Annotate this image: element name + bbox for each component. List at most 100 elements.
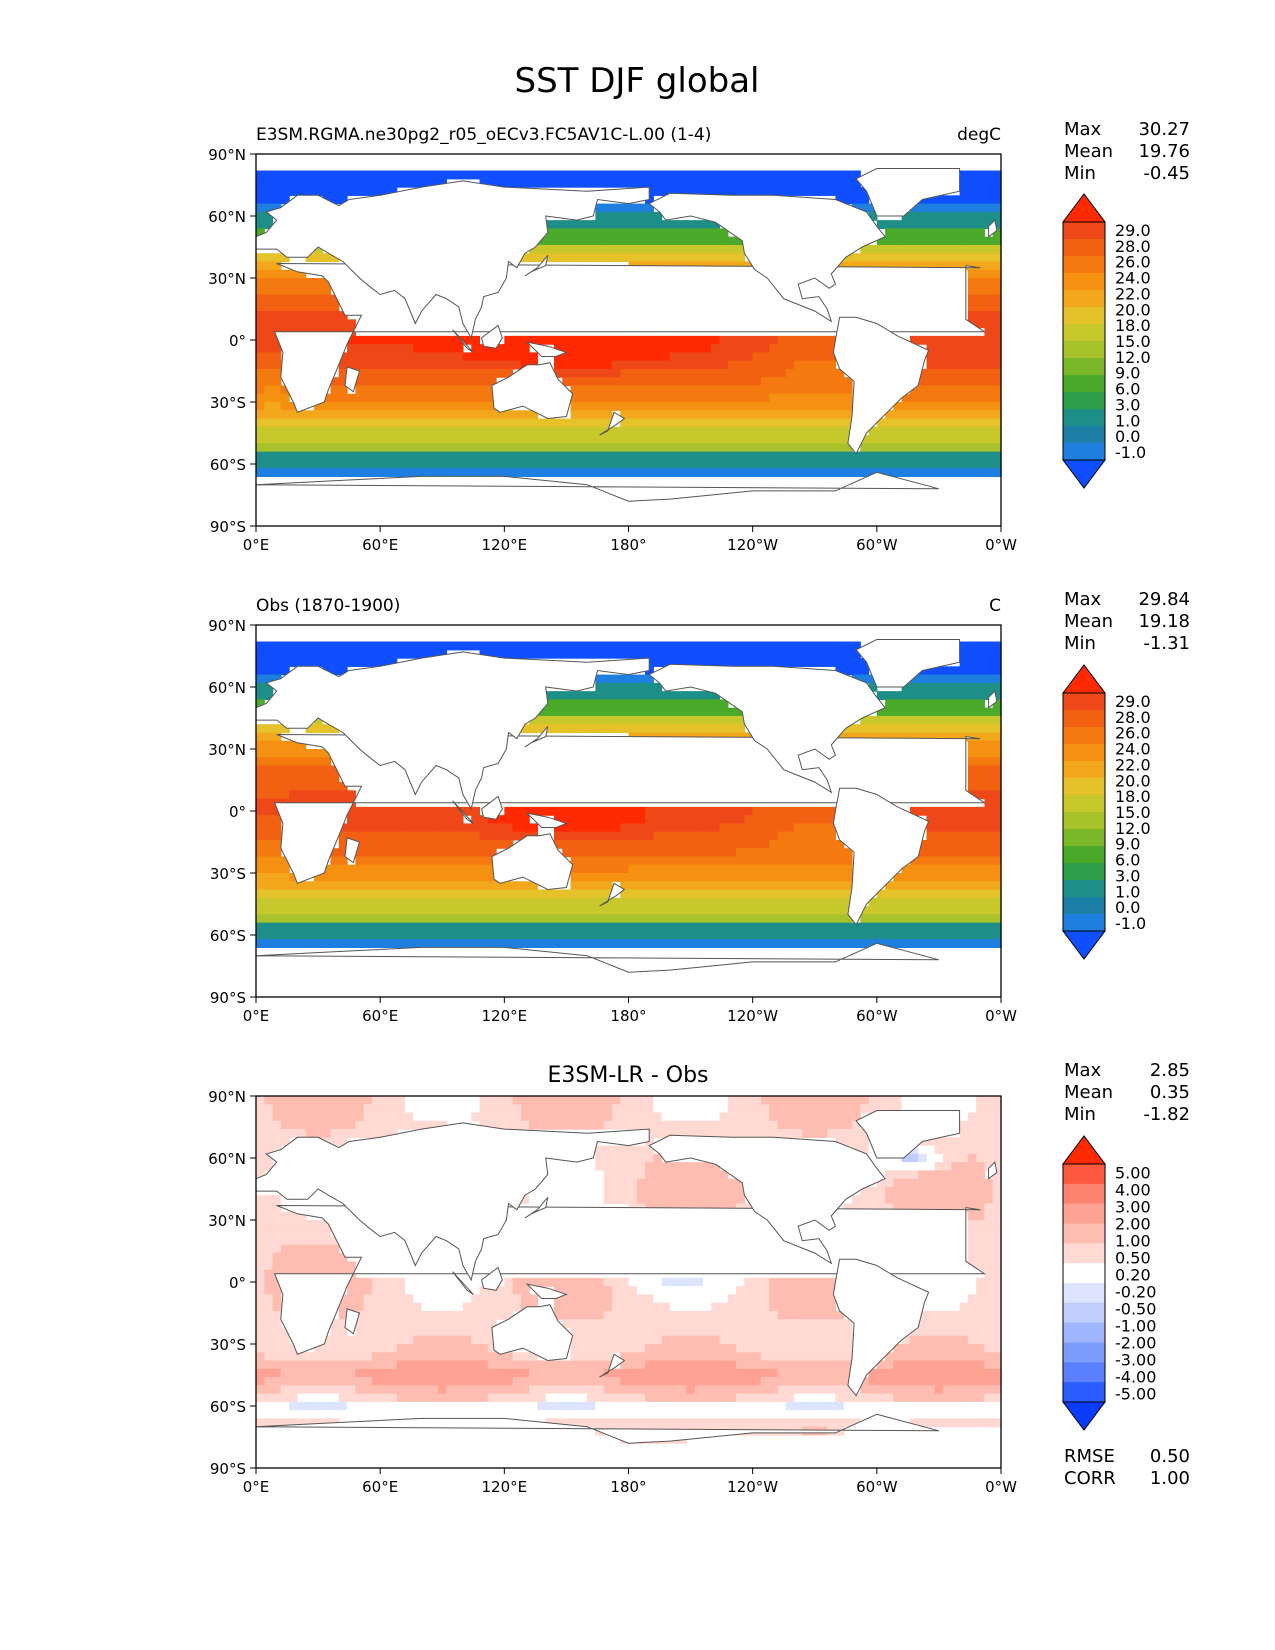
field-cell: [603, 402, 613, 411]
field-cell: [967, 360, 977, 370]
field-cell: [669, 897, 679, 907]
field-cell: [760, 1277, 770, 1287]
panel-title-left: E3SM.RGMA.ne30pg2_r05_oECv3.FC5AV1C-L.00…: [256, 125, 711, 145]
field-cell: [686, 1170, 696, 1180]
field-cell: [297, 906, 307, 915]
field-cell: [570, 1096, 580, 1105]
field-cell: [885, 426, 894, 436]
field-cell: [893, 451, 903, 461]
field-cell: [512, 806, 522, 816]
field-cell: [554, 418, 563, 428]
field-cell: [777, 939, 787, 948]
field-cell: [405, 426, 414, 436]
field-cell: [943, 1145, 952, 1155]
field-cell: [818, 831, 828, 841]
field-cell: [338, 187, 348, 196]
field-cell: [918, 922, 928, 932]
field-cell: [313, 773, 323, 783]
field-cell: [835, 435, 845, 444]
field-cell: [305, 286, 315, 296]
field-cell: [504, 649, 514, 659]
field-cell: [686, 707, 696, 717]
field-cell: [943, 674, 952, 684]
field-cell: [992, 352, 1002, 362]
field-cell: [959, 732, 969, 742]
field-cell: [653, 649, 663, 659]
field-cell: [396, 410, 406, 420]
field-cell: [512, 170, 522, 180]
field-cell: [545, 1104, 555, 1114]
field-cell: [951, 426, 961, 436]
field-cell: [438, 360, 447, 370]
field-cell: [388, 393, 398, 403]
field-cell: [835, 889, 845, 899]
field-cell: [537, 1186, 547, 1196]
field-cell: [984, 451, 994, 461]
field-cell: [934, 385, 944, 395]
field-cell: [694, 220, 704, 229]
field-cell: [405, 1120, 414, 1130]
field-cell: [818, 839, 828, 849]
field-cell: [810, 848, 820, 858]
field-cell: [529, 930, 539, 940]
field-cell: [802, 1277, 812, 1287]
field-cell: [520, 641, 530, 651]
field-cell: [313, 443, 323, 453]
field-cell: [934, 699, 944, 709]
field-cell: [802, 939, 812, 948]
field-cell: [338, 897, 348, 907]
field-cell: [570, 724, 580, 734]
field-cell: [653, 658, 663, 667]
field-cell: [827, 856, 837, 866]
field-cell: [719, 906, 729, 915]
field-cell: [736, 352, 745, 362]
coastline: [344, 366, 361, 393]
field-cell: [462, 468, 472, 477]
field-cell: [860, 906, 870, 915]
field-cell: [661, 881, 671, 891]
field-cell: [297, 451, 307, 461]
field-cell: [496, 1104, 505, 1114]
field-cell: [545, 1170, 555, 1180]
field-cell: [479, 831, 489, 841]
field-cell: [967, 253, 977, 263]
field-cell: [562, 220, 572, 229]
field-cell: [338, 889, 348, 899]
field-cell: [454, 856, 464, 866]
field-cell: [984, 220, 994, 229]
field-cell: [322, 443, 332, 453]
field-cell: [520, 435, 530, 444]
field-cell: [570, 1170, 580, 1180]
field-cell: [727, 939, 737, 948]
field-cell: [818, 360, 828, 370]
field-cell: [943, 666, 952, 676]
field-cell: [429, 922, 439, 932]
field-cell: [462, 418, 472, 428]
field-cell: [388, 1286, 398, 1295]
field-cell: [711, 170, 721, 180]
field-cell: [496, 1096, 505, 1105]
field-cell: [297, 468, 307, 477]
field-cell: [976, 385, 986, 395]
field-cell: [678, 848, 688, 858]
field-cell: [885, 914, 894, 924]
field-cell: [446, 410, 456, 420]
field-cell: [479, 897, 489, 907]
field-cell: [264, 368, 274, 378]
field-cell: [694, 889, 704, 899]
field-cell: [769, 864, 779, 874]
field-cell: [264, 1112, 274, 1122]
field-cell: [926, 211, 936, 221]
field-cell: [686, 418, 696, 428]
field-cell: [984, 286, 994, 296]
field-cell: [669, 1112, 679, 1122]
field-cell: [272, 294, 282, 304]
field-cell: [504, 1120, 514, 1130]
field-cell: [669, 1178, 679, 1188]
field-cell: [901, 435, 911, 444]
field-cell: [256, 1286, 265, 1295]
field-cell: [313, 906, 323, 915]
field-cell: [520, 178, 530, 188]
field-cell: [413, 939, 423, 948]
field-cell: [719, 402, 729, 411]
